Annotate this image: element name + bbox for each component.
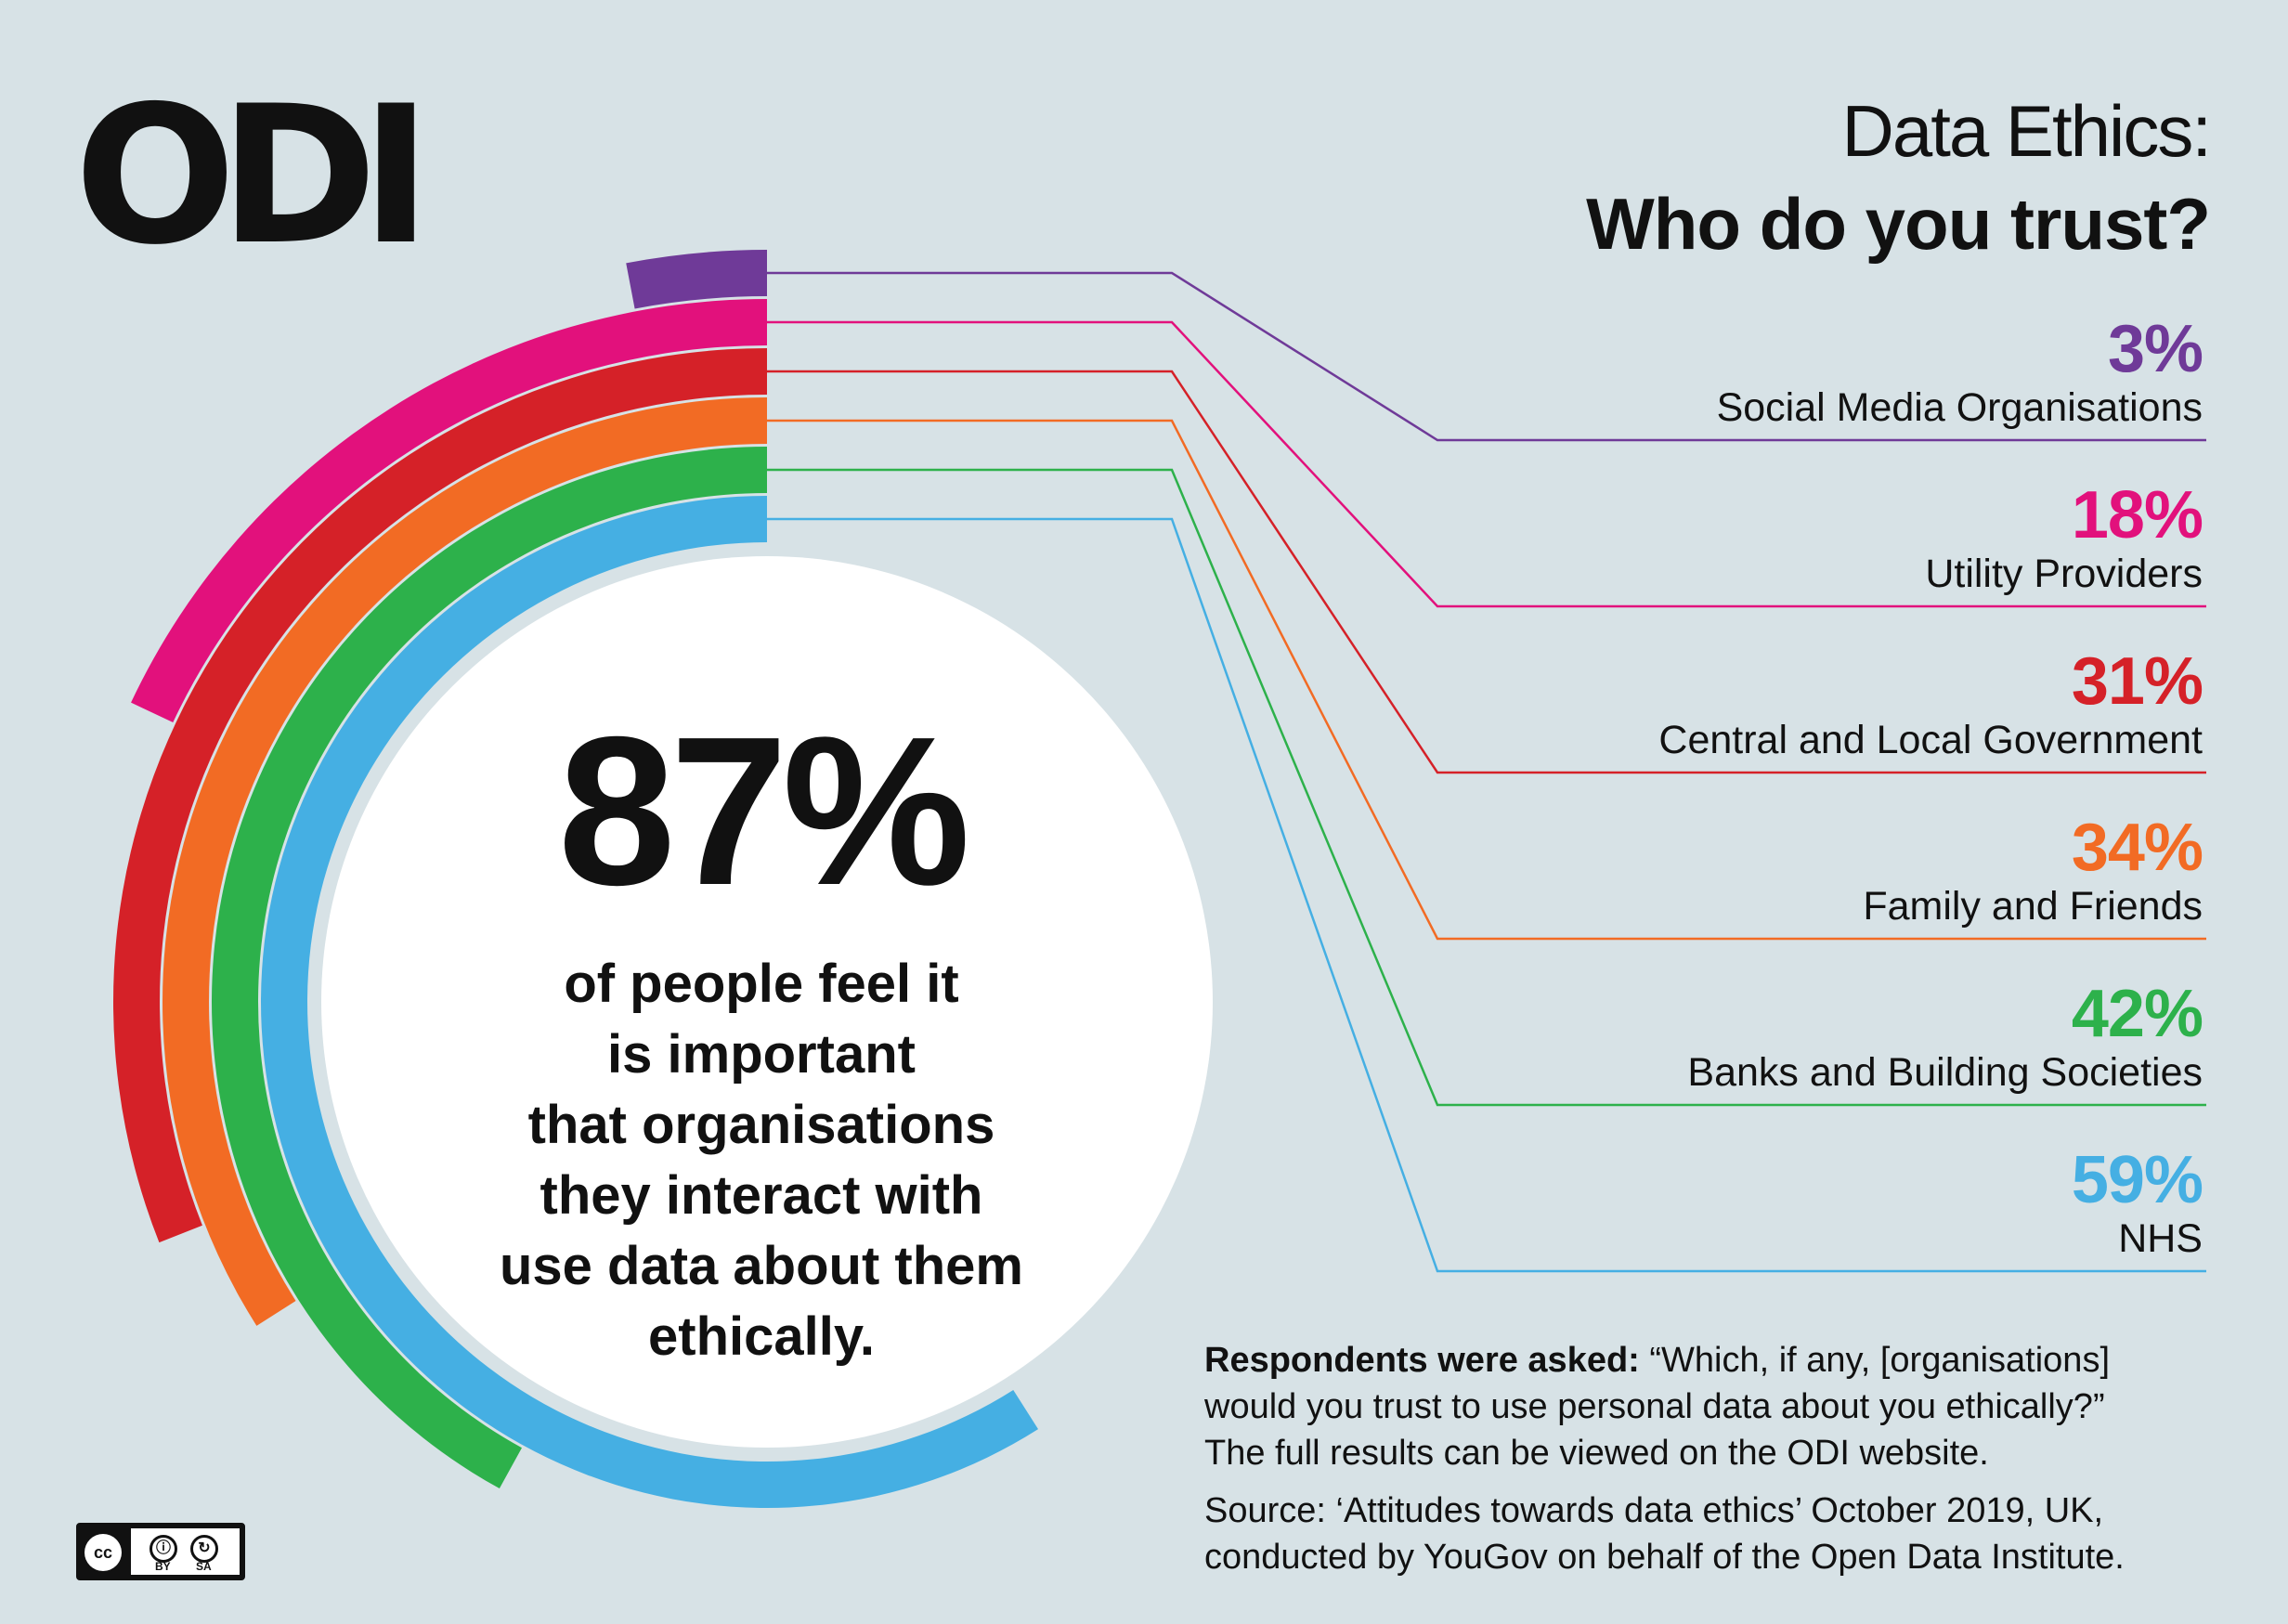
source-line: Source: ‘Attitudes towards data ethics’ … [1204,1491,2104,1530]
category-label: Utility Providers [1925,552,2203,596]
question-lead: Respondents were asked: [1204,1341,1640,1380]
category-label: Banks and Building Societies [1687,1050,2203,1095]
headline-line: ethically. [648,1306,875,1367]
arc-family-and-friends [162,397,767,1326]
survey-question: Respondents were asked: “Which, if any, … [1204,1337,2244,1476]
value-label: 18% [2071,478,2204,552]
category-label: Central and Local Government [1658,718,2203,762]
by-label: BY [155,1560,171,1573]
leader-line [767,419,2206,941]
value-label: 42% [2071,977,2204,1051]
headline-line: of people feel it [564,954,959,1014]
leader-line [767,468,2206,1107]
cc-icon: cc [84,1534,122,1571]
title-line1: Data Ethics: [1841,90,2212,172]
value-label: 59% [2071,1143,2204,1217]
value-label: 3% [2107,312,2204,386]
title-line2: Who do you trust? [1586,183,2211,265]
source-line: conducted by YouGov on behalf of the Ope… [1204,1538,2125,1577]
share-alike-icon: ↻ [190,1535,218,1563]
arc-banks-and-building-societies [211,447,767,1489]
value-label: 34% [2071,811,2204,885]
results-note: The full results can be viewed on the OD… [1204,1434,1989,1473]
source-note: Source: ‘Attitudes towards data ethics’ … [1204,1488,2244,1580]
headline-line: is important [607,1024,916,1085]
headline-text: of people feel it is important that orga… [436,949,1086,1372]
center-circle [321,556,1213,1448]
arc-utility-providers [131,299,768,722]
question-text: “Which, if any, [organisations] [1639,1341,2110,1380]
category-label: NHS [2118,1216,2203,1261]
category-label: Family and Friends [1863,884,2203,929]
arc-social-media-organisations [626,250,767,309]
attribution-icon: ⓘ [150,1535,177,1563]
headline-line: use data about them [500,1236,1023,1296]
odi-logo: ODI [74,66,432,287]
leader-line [767,517,2206,1273]
leader-line [767,320,2206,608]
leader-line [767,271,2206,442]
headline-line: they interact with [540,1165,983,1226]
value-label: 31% [2071,644,2204,719]
leader-line [767,370,2206,774]
sa-label: SA [196,1560,212,1573]
headline-value: 87% [557,694,970,929]
cc-license-badge: cc ⓘ ↻ BY SA [76,1523,245,1580]
category-label: Social Media Organisations [1716,385,2203,430]
question-text: would you trust to use personal data abo… [1204,1387,2105,1426]
headline-line: that organisations [527,1095,995,1155]
arc-central-and-local-government [113,348,768,1243]
